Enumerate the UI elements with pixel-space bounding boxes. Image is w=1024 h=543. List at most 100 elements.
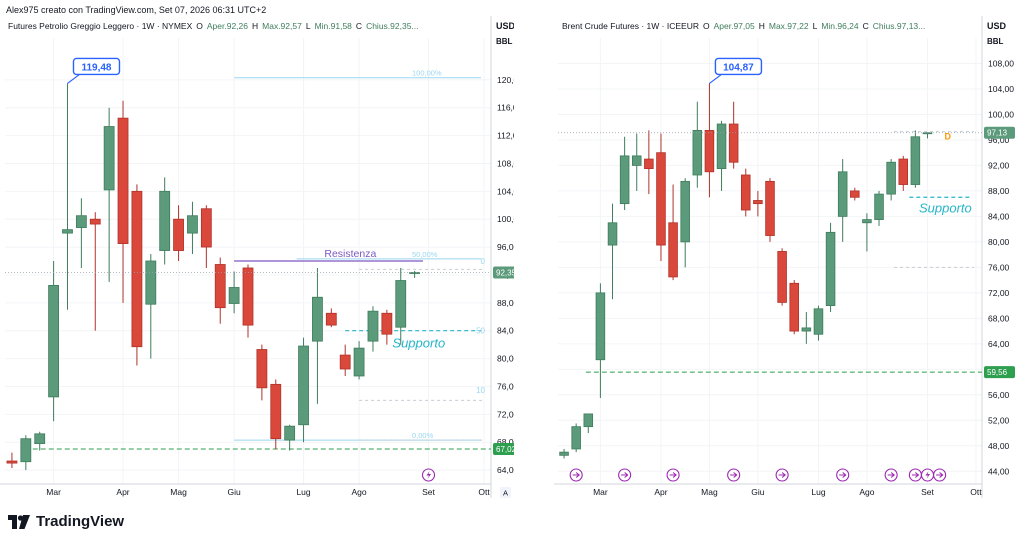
y-tick-label: 80,00 bbox=[497, 354, 514, 364]
creator-credit: Alex975 creato con TradingView.com, Set … bbox=[6, 5, 267, 15]
unit-label: BBL bbox=[987, 37, 1004, 46]
candle-body[interactable] bbox=[200, 208, 212, 248]
candle-body[interactable] bbox=[214, 264, 226, 309]
candle-body[interactable] bbox=[656, 152, 666, 246]
candle-body[interactable] bbox=[270, 383, 282, 440]
candle-body[interactable] bbox=[89, 218, 101, 225]
candle-body[interactable] bbox=[353, 347, 365, 377]
candle-body[interactable] bbox=[228, 287, 240, 304]
candle-body[interactable] bbox=[131, 190, 143, 348]
candle-body[interactable] bbox=[850, 190, 860, 198]
candle-body[interactable] bbox=[668, 222, 678, 278]
candle-body[interactable] bbox=[75, 215, 87, 228]
callout-pointer bbox=[67, 73, 80, 84]
currency-label: USD bbox=[987, 21, 1007, 31]
arrow-right-glyph bbox=[911, 472, 920, 478]
candle-body[interactable] bbox=[837, 171, 848, 217]
candle-body[interactable] bbox=[716, 123, 727, 170]
candle-body[interactable] bbox=[765, 180, 775, 236]
candle-body[interactable] bbox=[874, 193, 884, 220]
candle-body[interactable] bbox=[298, 345, 309, 426]
candle-body[interactable] bbox=[48, 284, 59, 398]
candle-body[interactable] bbox=[644, 158, 654, 170]
candle-body[interactable] bbox=[173, 218, 184, 251]
candle-body[interactable] bbox=[583, 413, 594, 428]
candle-body[interactable] bbox=[680, 180, 690, 243]
candle-body[interactable] bbox=[692, 129, 703, 176]
legend-h: H bbox=[759, 21, 765, 31]
candle-body[interactable] bbox=[6, 460, 18, 464]
y-tick-label: 64,00 bbox=[988, 339, 1010, 349]
candle-body[interactable] bbox=[103, 126, 115, 191]
y-tick-label: 104,00 bbox=[988, 84, 1014, 94]
candle-body[interactable] bbox=[409, 272, 421, 274]
candle-body[interactable] bbox=[242, 267, 254, 326]
candle-body[interactable] bbox=[159, 190, 171, 251]
candle-body[interactable] bbox=[910, 136, 921, 185]
arrow-right-glyph bbox=[730, 472, 738, 478]
candle-body[interactable] bbox=[898, 158, 909, 185]
tradingview-logo-icon bbox=[8, 514, 30, 529]
candle-body[interactable] bbox=[381, 312, 393, 335]
candle-body[interactable] bbox=[187, 215, 198, 234]
legend-l-val: Min.91,58 bbox=[315, 21, 353, 31]
candle-body[interactable] bbox=[728, 123, 739, 163]
arrow-right-glyph bbox=[936, 472, 944, 478]
brent-chart[interactable]: Brent Crude Futures · 1W · ICEEUR O Aper.9… bbox=[554, 0, 1024, 510]
y-tick-label: 104,00 bbox=[497, 186, 514, 196]
last-price-tag bbox=[984, 126, 1015, 139]
candle-body[interactable] bbox=[789, 282, 799, 332]
ohlc-legend: Futures Petrolio Greggio Leggero · 1W · … bbox=[8, 21, 419, 31]
candle-body[interactable] bbox=[145, 260, 157, 305]
candle-body[interactable] bbox=[34, 433, 46, 444]
candle-body[interactable] bbox=[825, 231, 836, 306]
candle-body[interactable] bbox=[619, 155, 630, 205]
arrow-right-glyph bbox=[778, 472, 786, 478]
plot-area[interactable] bbox=[558, 38, 982, 484]
candle-body[interactable] bbox=[284, 425, 296, 441]
y-tick-label: 84,00 bbox=[988, 211, 1010, 221]
x-tick-label: Mag bbox=[701, 487, 718, 497]
candle-body[interactable] bbox=[339, 354, 351, 370]
y-tick-label: 96,00 bbox=[497, 242, 514, 252]
candle-body[interactable] bbox=[117, 117, 129, 244]
currency-label: USD bbox=[496, 21, 514, 31]
candle-body[interactable] bbox=[741, 174, 751, 211]
candle-body[interactable] bbox=[62, 229, 73, 234]
candle-body[interactable] bbox=[559, 451, 569, 456]
candle-body[interactable] bbox=[813, 308, 824, 335]
candle-body[interactable] bbox=[595, 292, 606, 361]
arrow-right-glyph bbox=[887, 472, 896, 478]
candle-body[interactable] bbox=[325, 312, 337, 326]
x-tick-label: Apr bbox=[654, 487, 667, 497]
candle-body[interactable] bbox=[862, 219, 872, 224]
y-tick-label: 92,00 bbox=[988, 160, 1010, 170]
candle-body[interactable] bbox=[631, 155, 642, 166]
candle-body[interactable] bbox=[312, 296, 323, 342]
candle-body[interactable] bbox=[571, 426, 581, 450]
legend-title: Brent Crude Futures · 1W · ICEEUR bbox=[562, 21, 699, 31]
tradingview-logo[interactable]: TradingView bbox=[8, 513, 124, 530]
candle-body[interactable] bbox=[753, 200, 763, 205]
candle-body[interactable] bbox=[886, 161, 896, 195]
fib-level-label: 100,00% bbox=[412, 69, 442, 78]
dividend-marker: D bbox=[944, 132, 951, 142]
y-tick-label: 88,00 bbox=[497, 298, 514, 308]
candle-body[interactable] bbox=[256, 349, 268, 389]
y-tick-label: 80,00 bbox=[988, 237, 1010, 247]
high-callout-box[interactable] bbox=[72, 57, 121, 76]
x-tick-label: Ago bbox=[352, 487, 367, 497]
candle-body[interactable] bbox=[20, 438, 32, 463]
axis-button[interactable] bbox=[500, 487, 511, 498]
candle-body[interactable] bbox=[801, 327, 812, 332]
candle-body[interactable] bbox=[607, 222, 618, 246]
candle-body[interactable] bbox=[704, 129, 715, 173]
candle-body[interactable] bbox=[367, 310, 379, 342]
candle-body[interactable] bbox=[777, 251, 787, 303]
wti-chart[interactable]: Futures Petrolio Greggio Leggero · 1W · … bbox=[0, 0, 514, 510]
legend-o-val: Aper.92,26 bbox=[207, 21, 248, 31]
candle-body[interactable] bbox=[395, 280, 407, 328]
legend-l: L bbox=[813, 21, 818, 31]
fib-level-label: 50,00% bbox=[412, 250, 438, 259]
high-callout-box[interactable] bbox=[714, 57, 763, 76]
